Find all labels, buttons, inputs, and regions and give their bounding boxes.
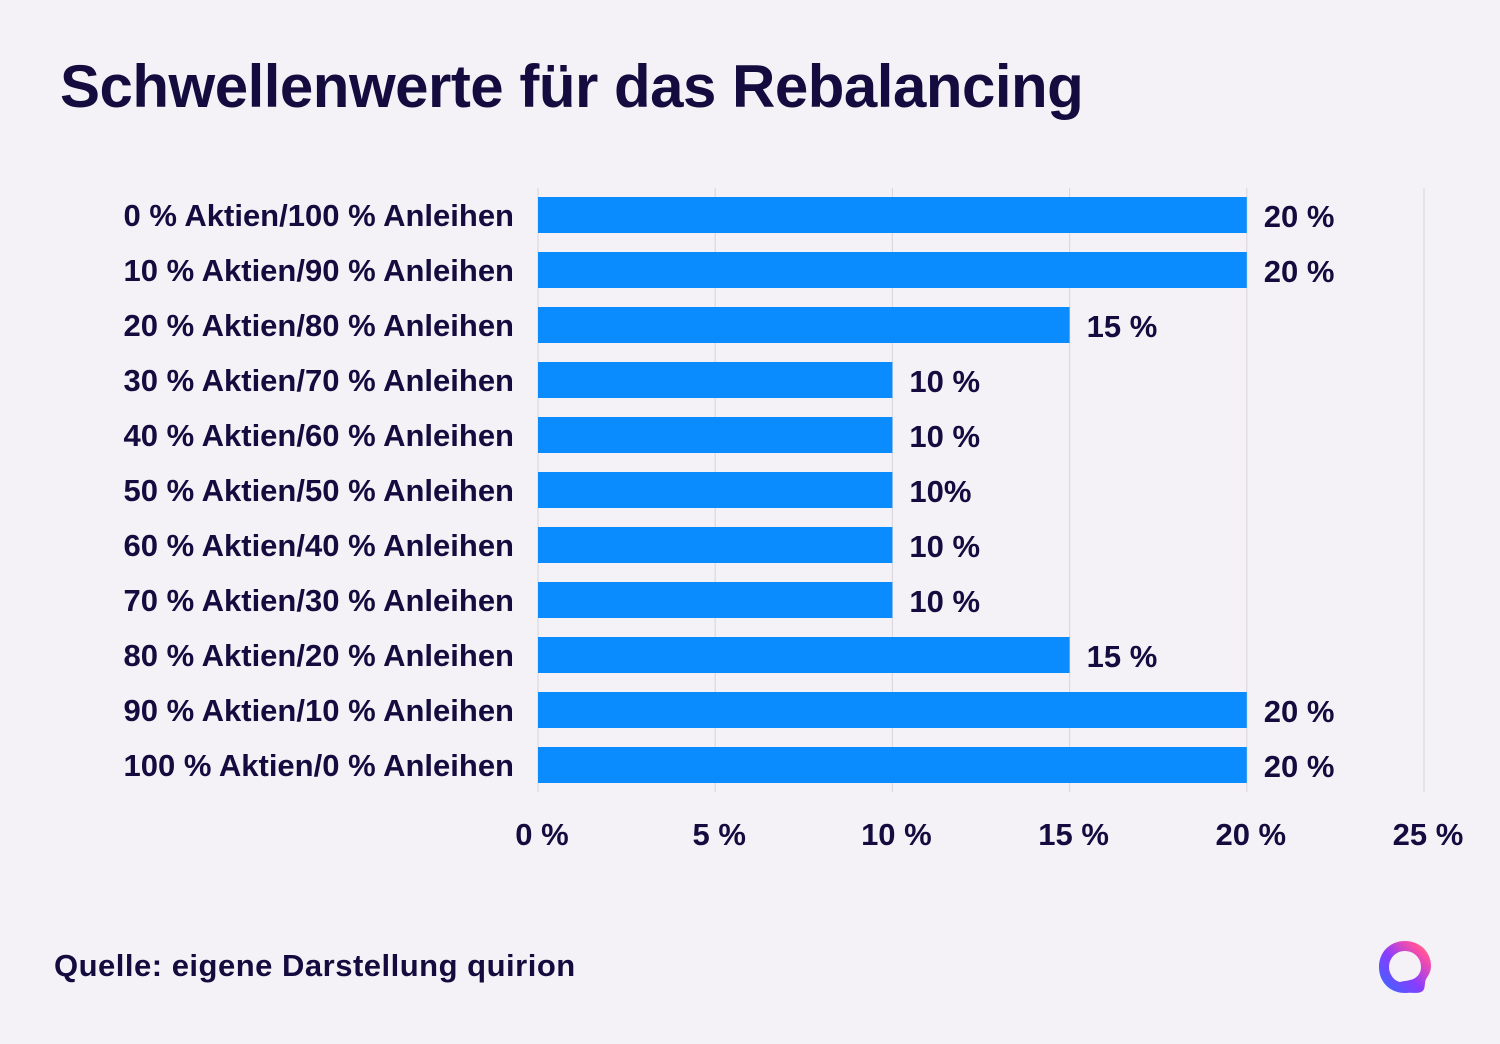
data-labels: 20 % 20 % 15 % 10 % 10 % 10% 10 % 10 % 15 % 20 % 2… [909, 199, 1334, 784]
data-label: 10 % [909, 364, 980, 399]
bar [538, 472, 893, 508]
x-tick-label: 0 % [515, 817, 568, 852]
category-label: 30 % Aktien/70 % Anleihen [124, 363, 515, 398]
bar [538, 197, 1247, 233]
category-label: 50 % Aktien/50 % Anleihen [124, 473, 515, 508]
category-label: 40 % Aktien/60 % Anleihen [124, 418, 515, 453]
quirion-logo-icon [1379, 941, 1431, 993]
category-label: 80 % Aktien/20 % Anleihen [124, 638, 515, 673]
category-label: 70 % Aktien/30 % Anleihen [124, 583, 515, 618]
chart-title: Schwellenwerte für das Rebalancing [60, 53, 1084, 120]
data-label: 10 % [909, 419, 980, 454]
x-tick-label: 5 % [692, 817, 745, 852]
data-label: 10% [909, 474, 971, 509]
data-label: 10 % [909, 584, 980, 619]
x-tick-label: 10 % [861, 817, 932, 852]
x-tick-label: 20 % [1215, 817, 1286, 852]
bar [538, 637, 1070, 673]
category-labels: 0 % Aktien/100 % Anleihen 10 % Aktien/90 … [124, 198, 515, 783]
category-label: 60 % Aktien/40 % Anleihen [124, 528, 515, 563]
bar [538, 362, 893, 398]
category-label: 100 % Aktien/0 % Anleihen [124, 748, 515, 783]
x-axis-ticks: 0 % 5 % 10 % 15 % 20 % 25 % [515, 817, 1463, 852]
data-label: 15 % [1087, 639, 1158, 674]
bar [538, 527, 893, 563]
data-label: 20 % [1264, 254, 1335, 289]
data-label: 15 % [1087, 309, 1158, 344]
bar [538, 747, 1247, 783]
x-tick-label: 25 % [1393, 817, 1464, 852]
bars [538, 197, 1247, 783]
data-label: 20 % [1264, 694, 1335, 729]
bar [538, 692, 1247, 728]
category-label: 20 % Aktien/80 % Anleihen [124, 308, 515, 343]
category-label: 90 % Aktien/10 % Anleihen [124, 693, 515, 728]
bar [538, 582, 893, 618]
x-tick-label: 15 % [1038, 817, 1109, 852]
bar [538, 252, 1247, 288]
bar [538, 417, 893, 453]
source-note: Quelle: eigene Darstellung quirion [54, 948, 576, 983]
data-label: 20 % [1264, 749, 1335, 784]
data-label: 10 % [909, 529, 980, 564]
category-label: 10 % Aktien/90 % Anleihen [124, 253, 515, 288]
bar [538, 307, 1070, 343]
data-label: 20 % [1264, 199, 1335, 234]
category-label: 0 % Aktien/100 % Anleihen [124, 198, 515, 233]
